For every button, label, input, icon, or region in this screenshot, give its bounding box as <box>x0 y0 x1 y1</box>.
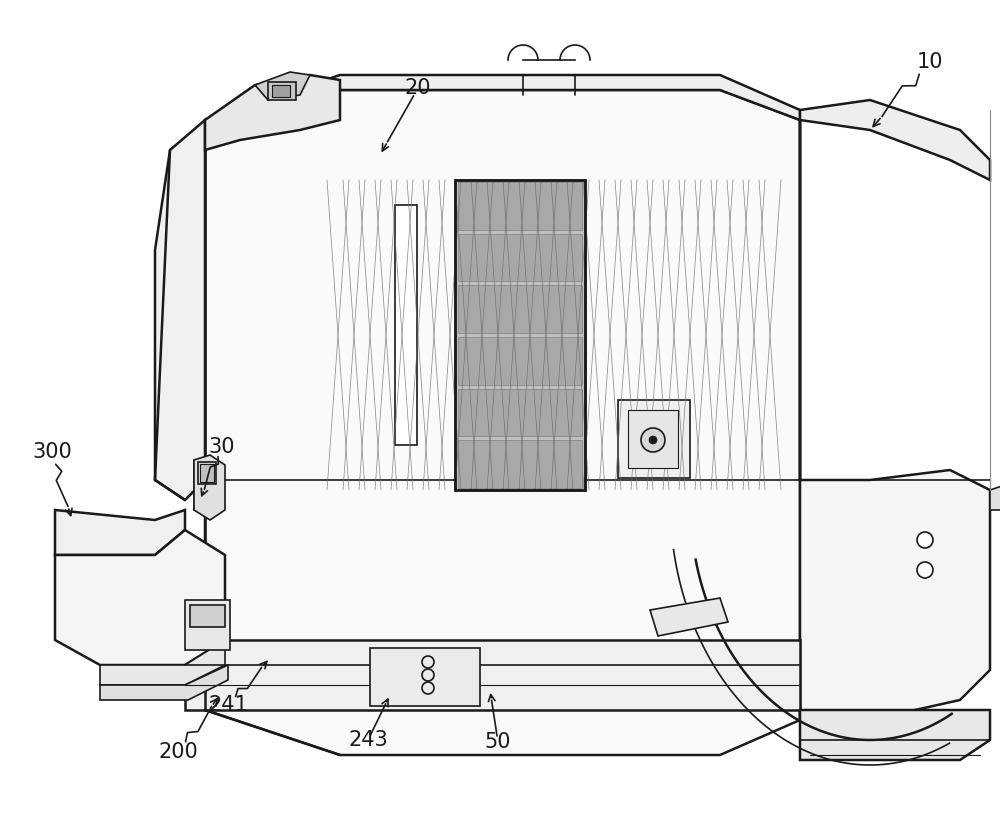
Polygon shape <box>800 710 990 760</box>
Bar <box>370 648 480 706</box>
Text: 20: 20 <box>405 78 431 98</box>
Bar <box>458 389 582 437</box>
Bar <box>268 82 296 100</box>
Text: 10: 10 <box>917 52 943 72</box>
Polygon shape <box>800 100 990 180</box>
Text: 243: 243 <box>348 730 388 750</box>
Polygon shape <box>990 485 1000 510</box>
Bar <box>272 85 290 97</box>
Text: 30: 30 <box>209 437 235 457</box>
Polygon shape <box>194 455 225 520</box>
Text: 50: 50 <box>485 732 511 752</box>
Polygon shape <box>255 72 310 100</box>
Bar <box>395 205 417 445</box>
Bar <box>628 410 678 468</box>
Polygon shape <box>205 90 800 755</box>
Polygon shape <box>55 530 225 665</box>
Bar <box>458 337 582 385</box>
Polygon shape <box>55 510 185 555</box>
Polygon shape <box>205 75 800 120</box>
Bar <box>458 233 582 281</box>
Bar <box>618 400 690 478</box>
Bar <box>458 441 582 488</box>
Polygon shape <box>800 120 990 720</box>
Text: 300: 300 <box>32 442 72 462</box>
Circle shape <box>917 562 933 578</box>
Bar <box>200 464 214 482</box>
Polygon shape <box>185 640 800 710</box>
Polygon shape <box>100 640 225 685</box>
Polygon shape <box>155 120 205 500</box>
Bar <box>185 600 230 650</box>
Bar <box>458 285 582 333</box>
Bar <box>455 180 585 490</box>
Polygon shape <box>650 598 728 636</box>
Text: 200: 200 <box>158 742 198 762</box>
Bar <box>198 462 216 484</box>
Circle shape <box>917 532 933 548</box>
Circle shape <box>641 428 665 452</box>
Bar <box>190 605 225 627</box>
Circle shape <box>649 436 657 444</box>
Bar <box>458 182 582 229</box>
Polygon shape <box>100 665 228 700</box>
Bar <box>455 180 585 490</box>
Polygon shape <box>205 75 340 150</box>
Text: 241: 241 <box>208 695 248 715</box>
